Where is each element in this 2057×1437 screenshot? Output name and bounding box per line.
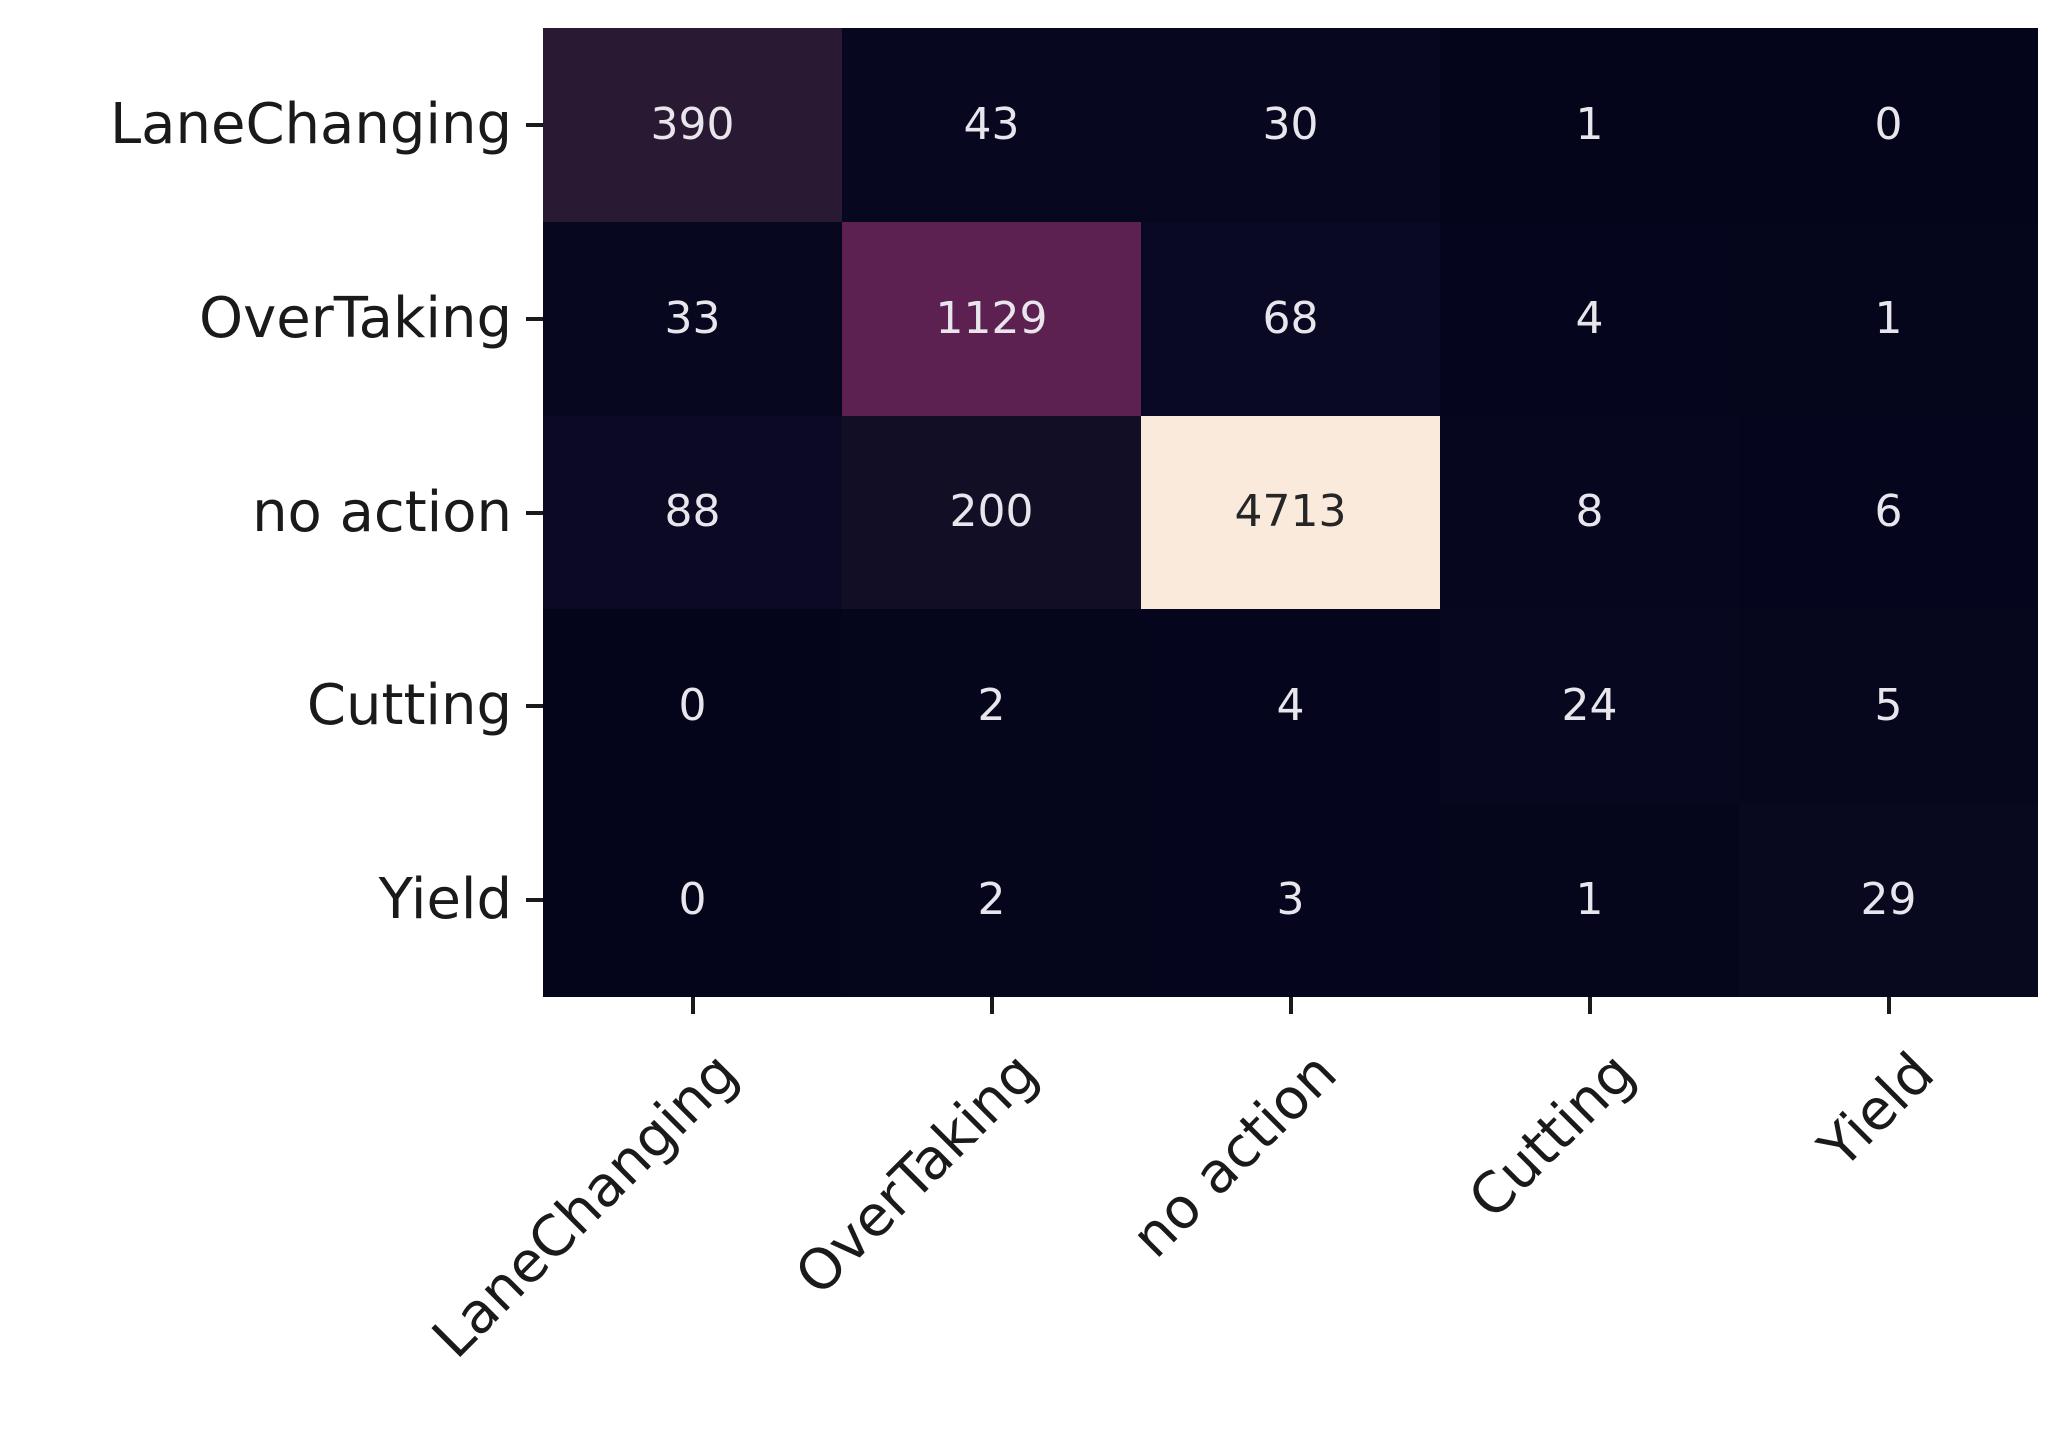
heatmap-cell: 43	[842, 28, 1141, 222]
cell-value: 24	[1561, 680, 1618, 732]
heatmap-cell: 4	[1440, 221, 1739, 416]
x-tick-mark	[690, 997, 695, 1014]
y-tick-label: no action	[252, 479, 512, 545]
heatmap-cell: 29	[1739, 803, 2038, 997]
heatmap-cell: 30	[1141, 28, 1440, 222]
heatmap-cell: 1	[1440, 803, 1739, 997]
cell-value: 2	[977, 874, 1006, 926]
cell-value: 68	[1262, 292, 1319, 344]
heatmap-cell: 4713	[1141, 415, 1440, 610]
y-tick-label: Cutting	[306, 673, 512, 739]
heatmap-cell: 88	[543, 415, 842, 610]
y-tick-mark	[526, 316, 543, 321]
y-tick-label: Yield	[378, 867, 512, 933]
x-tick-mark	[1886, 997, 1891, 1014]
heatmap-cell: 24	[1440, 609, 1739, 804]
cell-value: 3	[1276, 874, 1305, 926]
cell-value: 4713	[1234, 486, 1347, 538]
heatmap-cell: 6	[1739, 415, 2038, 610]
cell-value: 1	[1874, 292, 1903, 344]
y-tick-mark	[526, 704, 543, 709]
x-tick-mark	[989, 997, 994, 1014]
y-tick-mark	[526, 122, 543, 127]
cell-value: 1	[1575, 874, 1604, 926]
x-tick-label: Yield	[1806, 1040, 1948, 1181]
cell-value: 30	[1262, 98, 1319, 150]
x-tick-label: Cutting	[1457, 1040, 1649, 1232]
cell-value: 4	[1276, 680, 1305, 732]
x-tick-label: OverTaking	[782, 1040, 1051, 1308]
y-tick-label: LaneChanging	[109, 91, 512, 157]
cell-value: 390	[650, 98, 735, 150]
heatmap-cell: 0	[543, 803, 842, 997]
y-tick-mark	[526, 898, 543, 903]
heatmap-cell: 5	[1739, 609, 2038, 804]
heatmap-grid: 390 43 30 1 0 33 1129 68 4 1 88 200 4713 8 6 0 2 4 24 5 0 2 3 1…	[543, 28, 2038, 997]
y-tick-mark	[526, 510, 543, 515]
cell-value: 5	[1874, 680, 1903, 732]
heatmap-cell: 200	[842, 415, 1141, 610]
x-tick-label: no action	[1119, 1040, 1350, 1271]
heatmap-cell: 8	[1440, 415, 1739, 610]
x-tick-mark	[1288, 997, 1293, 1014]
cell-value: 88	[664, 486, 721, 538]
heatmap-cell: 2	[842, 609, 1141, 804]
heatmap-cell: 1129	[842, 221, 1141, 416]
cell-value: 2	[977, 680, 1006, 732]
cell-value: 33	[664, 292, 721, 344]
heatmap-cell: 1	[1440, 28, 1739, 222]
cell-value: 8	[1575, 486, 1604, 538]
x-tick-mark	[1587, 997, 1592, 1014]
x-tick-label: LaneChanging	[420, 1040, 752, 1371]
heatmap-cell: 0	[1739, 28, 2038, 222]
cell-value: 0	[678, 874, 707, 926]
heatmap-cell: 2	[842, 803, 1141, 997]
heatmap-cell: 390	[543, 28, 842, 222]
cell-value: 200	[949, 486, 1034, 538]
heatmap-cell: 68	[1141, 221, 1440, 416]
cell-value: 0	[1874, 98, 1903, 150]
heatmap-cell: 0	[543, 609, 842, 804]
cell-value: 6	[1874, 486, 1903, 538]
cell-value: 29	[1860, 874, 1917, 926]
y-tick-label: OverTaking	[199, 285, 512, 351]
heatmap-cell: 4	[1141, 609, 1440, 804]
cell-value: 4	[1575, 292, 1604, 344]
heatmap-cell: 1	[1739, 221, 2038, 416]
cell-value: 1	[1575, 98, 1604, 150]
cell-value: 0	[678, 680, 707, 732]
heatmap-cell: 33	[543, 221, 842, 416]
cell-value: 43	[963, 98, 1020, 150]
cell-value: 1129	[935, 292, 1048, 344]
heatmap-cell: 3	[1141, 803, 1440, 997]
